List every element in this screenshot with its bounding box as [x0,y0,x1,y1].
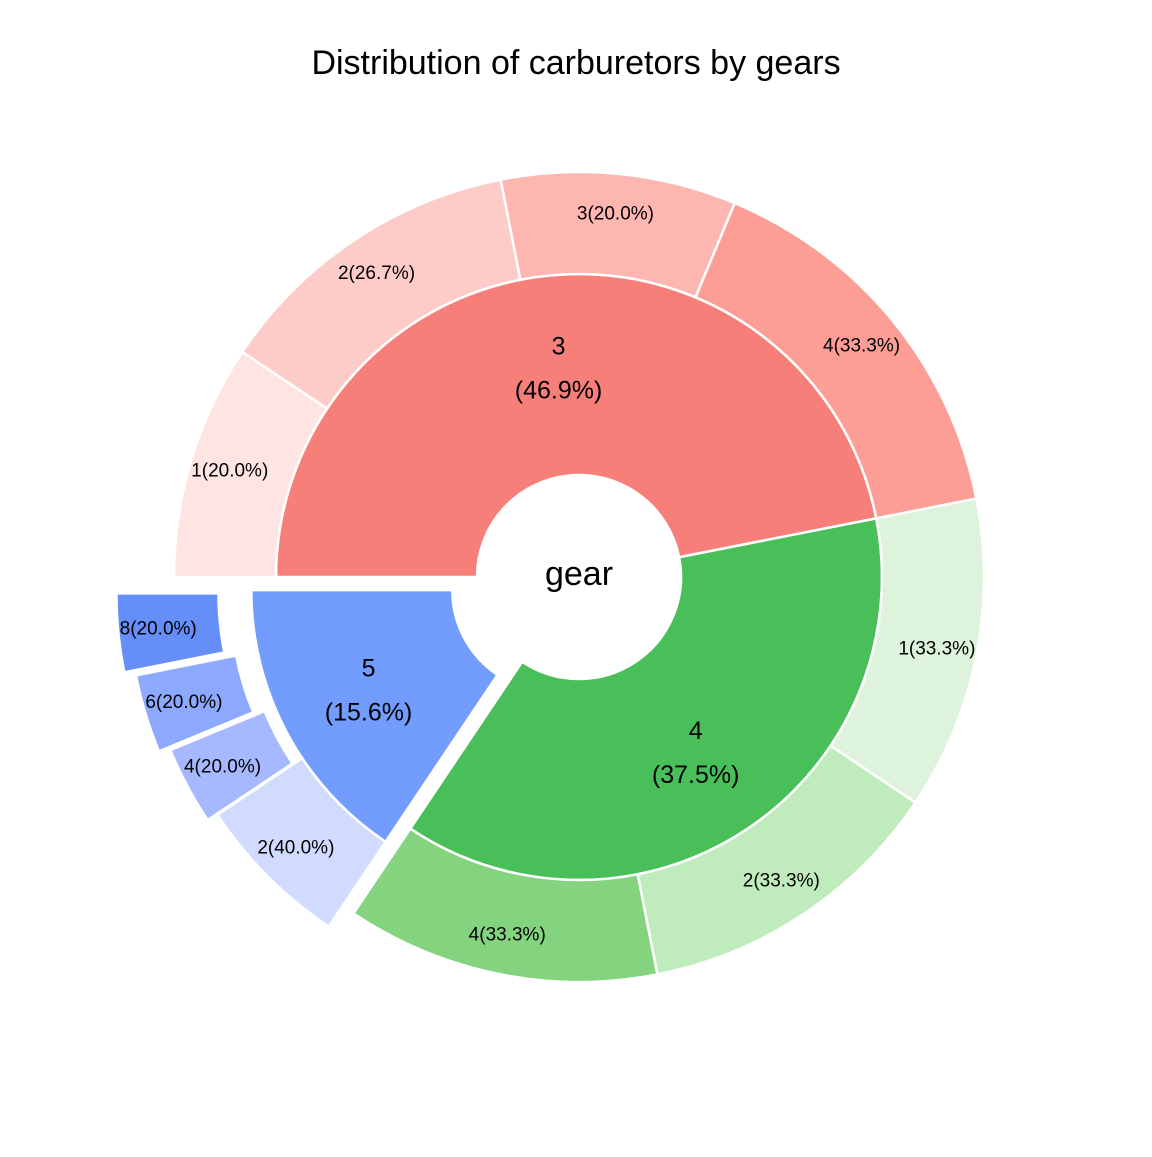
outer-label-gear-3-carb-3: 3(20.0%) [577,203,654,224]
inner-pct-gear-3: (46.9%) [515,376,603,404]
outer-slice-gear-5-carb-6 [134,654,255,753]
outer-label-gear-4-carb-4: 4(33.3%) [469,924,546,945]
outer-label-gear-4-carb-2: 2(33.3%) [743,870,820,891]
inner-label-gear-5: 5 [362,654,376,682]
outer-label-gear-4-carb-1: 1(33.3%) [898,638,975,659]
inner-pct-gear-4: (37.5%) [652,761,740,789]
outer-slice-gear-4-carb-4 [351,826,659,984]
chart-title: Distribution of carburetors by gears [311,44,841,82]
center-label: gear [545,555,613,593]
outer-label-gear-5-carb-8: 8(20.0%) [120,619,197,640]
inner-pct-gear-5: (15.6%) [325,698,413,726]
outer-label-gear-5-carb-2: 2(40.0%) [257,837,334,858]
outer-slice-gear-5-carb-4 [168,709,295,822]
inner-label-gear-3: 3 [552,332,566,360]
outer-label-gear-3-carb-4: 4(33.3%) [823,335,900,356]
outer-label-gear-5-carb-6: 6(20.0%) [145,692,222,713]
outer-label-gear-3-carb-2: 2(26.7%) [338,263,415,284]
inner-label-gear-4: 4 [689,717,703,745]
outer-label-gear-5-carb-4: 4(20.0%) [184,757,261,778]
outer-label-gear-3-carb-1: 1(20.0%) [191,460,268,481]
outer-slice-gear-5-carb-8 [115,592,226,674]
